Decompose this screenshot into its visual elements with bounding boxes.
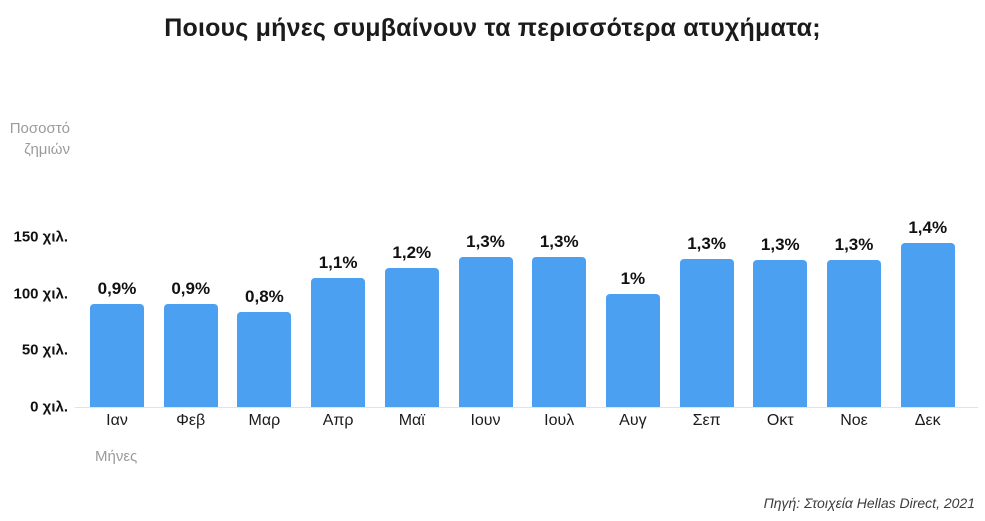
bar-Ιαν: [90, 303, 144, 407]
plot-area: 0,9% Ιαν 0,9% Φεβ 0,8% Μαρ 1,1% Απρ 1,2% Μαϊ 1,3% Ι…: [75, 200, 978, 429]
bar-value-label: 1,4%: [908, 217, 948, 237]
chart-title: Ποιους μήνες συμβαίνουν τα περισσότερα α…: [164, 14, 821, 42]
y-tick-label: 150 χιλ.: [13, 228, 68, 246]
bar-Μαϊ: [384, 267, 439, 407]
bar-Σεπ: [679, 258, 734, 407]
x-tick-label-Φεβ: Φεβ: [176, 412, 206, 429]
bar-value-label: 1,3%: [834, 234, 874, 254]
x-tick-label-Νοε: Νοε: [840, 412, 868, 429]
x-tick-label-Ιαν: Ιαν: [106, 412, 128, 429]
y-tick-label: 100 χιλ.: [13, 285, 68, 303]
x-tick-label-Σεπ: Σεπ: [692, 412, 721, 429]
bar-Ιουλ: [532, 257, 587, 407]
x-tick-label-Ιουν: Ιουν: [470, 412, 501, 429]
bar-Φεβ: [163, 303, 218, 407]
bar-Μαρ: [237, 311, 292, 407]
bar-Ιουν: [458, 257, 513, 407]
bar-Απρ: [311, 277, 366, 407]
bar-value-label: 0,9%: [97, 278, 137, 298]
x-tick-label-Οκτ: Οκτ: [766, 412, 794, 429]
source-note: Πηγή: Στοιχεία Hellas Direct, 2021: [763, 495, 975, 511]
y-axis-title: Ποσοστό ζημιών: [9, 120, 70, 158]
x-tick-label-Μαρ: Μαρ: [248, 412, 281, 429]
y-tick-label: 50 χιλ.: [21, 341, 68, 359]
x-tick-label-Μαϊ: Μαϊ: [398, 412, 425, 429]
bar-value-label: 1,1%: [318, 252, 358, 272]
bar-Νοε: [827, 259, 881, 407]
bar-value-label: 1%: [620, 268, 646, 288]
x-tick-label-Αυγ: Αυγ: [619, 412, 647, 429]
bar-value-label: 0,9%: [171, 278, 211, 298]
bar-value-label: 1,3%: [466, 232, 505, 252]
bar-value-label: 0,8%: [245, 286, 284, 306]
x-tick-label-Ιουλ: Ιουλ: [544, 412, 575, 429]
y-tick-label: 0 χιλ.: [30, 398, 68, 416]
x-tick-label-Απρ: Απρ: [322, 412, 354, 429]
bar-Δεκ: [900, 242, 955, 407]
bar-Οκτ: [753, 259, 808, 407]
x-tick-label-Δεκ: Δεκ: [914, 412, 941, 429]
bar-value-label: 1,3%: [539, 232, 579, 252]
x-axis-title: Μήνες: [95, 448, 138, 465]
bar-value-label: 1,3%: [687, 233, 726, 253]
bar-value-label: 1,3%: [760, 234, 800, 254]
bar-value-label: 1,2%: [392, 242, 432, 262]
bar-Αυγ: [605, 293, 660, 407]
